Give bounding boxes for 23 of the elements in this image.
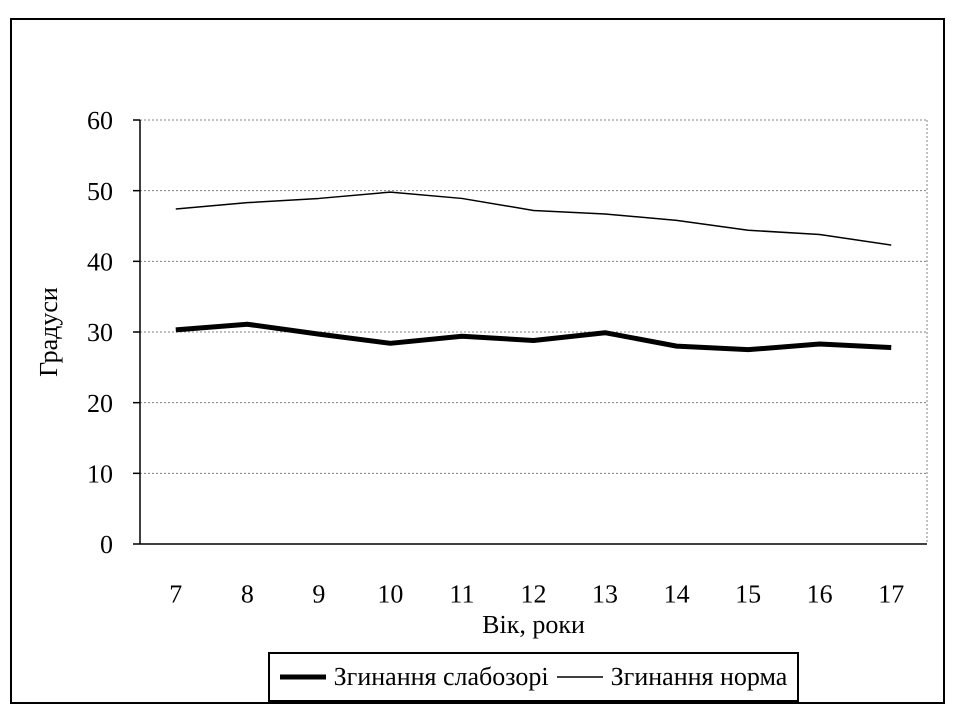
x-tick-label: 8 [240, 579, 254, 608]
x-tick-label: 9 [312, 579, 326, 608]
x-tick-label: 14 [664, 579, 690, 608]
x-tick-label: 17 [878, 579, 904, 608]
legend-label: Згинання слабозорі [334, 662, 549, 692]
y-tick-label: 60 [87, 106, 113, 136]
y-tick-label: 0 [100, 530, 113, 560]
y-axis-title: Градуси [34, 287, 62, 377]
y-tick-label: 40 [87, 248, 113, 277]
y-tick-label: 50 [87, 176, 113, 206]
x-tick-label: 15 [735, 579, 762, 608]
x-tick-label: 12 [520, 579, 546, 608]
x-tick-label: 11 [449, 579, 474, 608]
legend-label: Згинання норма [610, 662, 788, 692]
x-tick-label: 10 [377, 579, 404, 608]
line-series [175, 191, 892, 246]
x-axis-title: Вік, роки [482, 610, 585, 638]
y-tick-label: 10 [87, 460, 113, 489]
y-tick-label: 30 [87, 318, 113, 348]
x-tick-label: 16 [806, 579, 833, 608]
x-tick-label: 7 [169, 579, 182, 608]
y-tick-label: 20 [87, 388, 113, 418]
x-tick-label: 13 [592, 579, 618, 608]
